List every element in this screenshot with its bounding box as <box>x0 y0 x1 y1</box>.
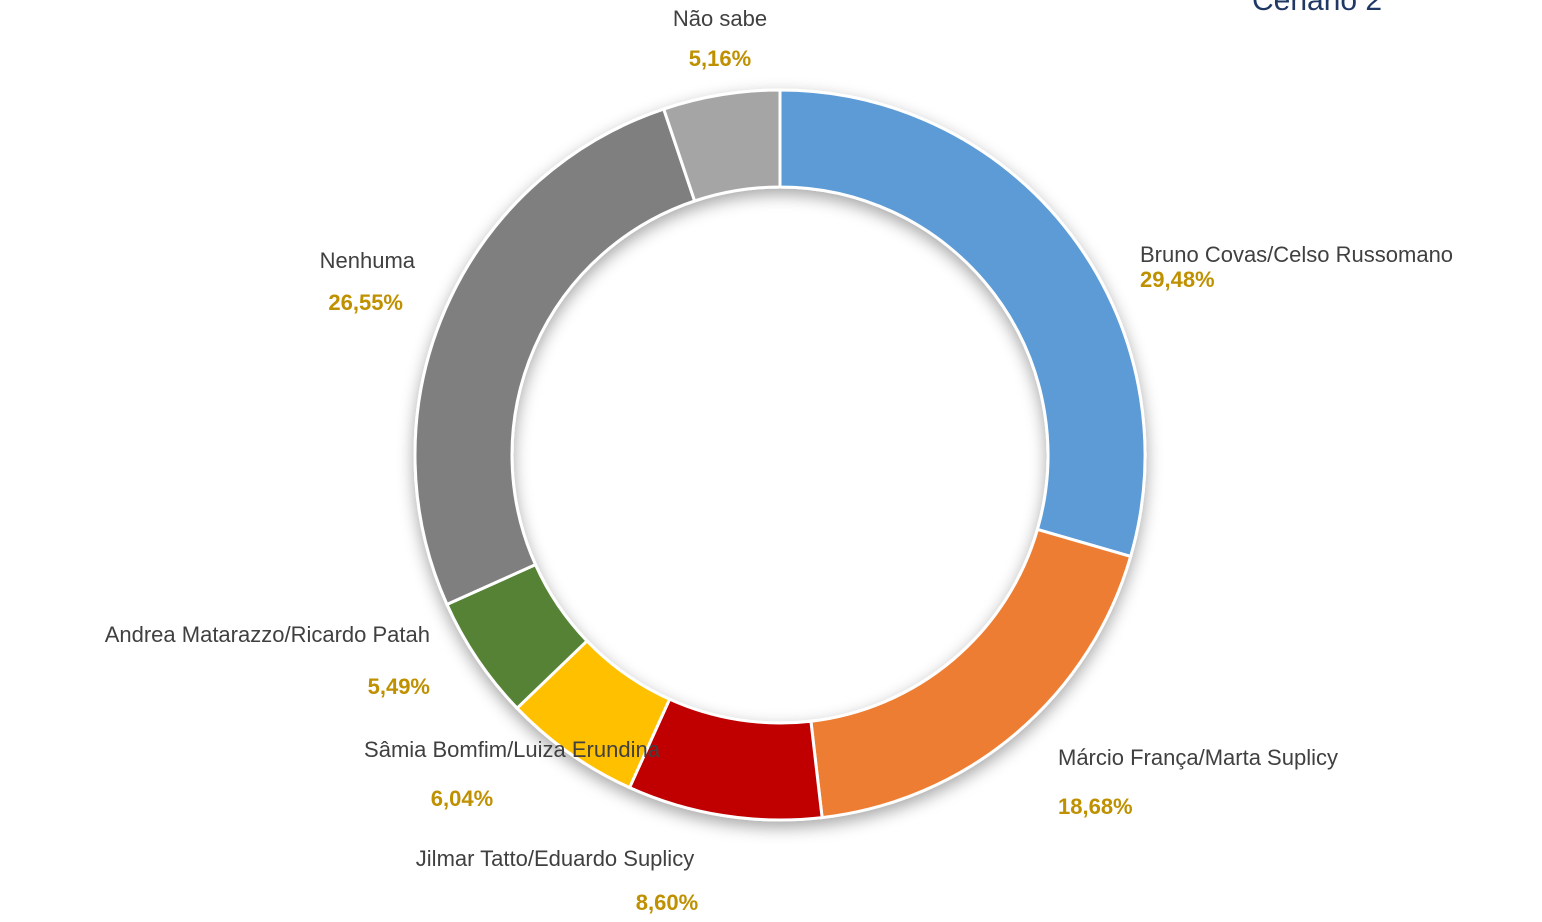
value-label: 6,04% <box>431 786 493 811</box>
slice <box>413 107 697 607</box>
donut <box>413 88 1147 822</box>
slice-label: Bruno Covas/Celso Russomano <box>1140 242 1453 267</box>
slice <box>778 88 1147 559</box>
value-label: 26,55% <box>328 290 403 315</box>
slice-label: Márcio França/Marta Suplicy <box>1058 745 1338 770</box>
slice <box>661 88 782 203</box>
slice-label: Nenhuma <box>320 248 416 273</box>
value-label: 18,68% <box>1058 794 1133 819</box>
slice-label: Sâmia Bomfim/Luiza Erundina <box>364 737 661 762</box>
slice-label: Não sabe <box>673 6 767 31</box>
value-label: 29,48% <box>1140 267 1215 292</box>
slice-label: Andrea Matarazzo/Ricardo Patah <box>105 622 430 647</box>
value-label: 5,16% <box>689 46 751 71</box>
value-label: 5,49% <box>368 674 430 699</box>
slice <box>809 527 1133 820</box>
chart-title: Cenário 2 <box>1252 0 1382 17</box>
value-label: 8,60% <box>636 890 698 915</box>
slice-label: Jilmar Tatto/Eduardo Suplicy <box>416 846 694 871</box>
